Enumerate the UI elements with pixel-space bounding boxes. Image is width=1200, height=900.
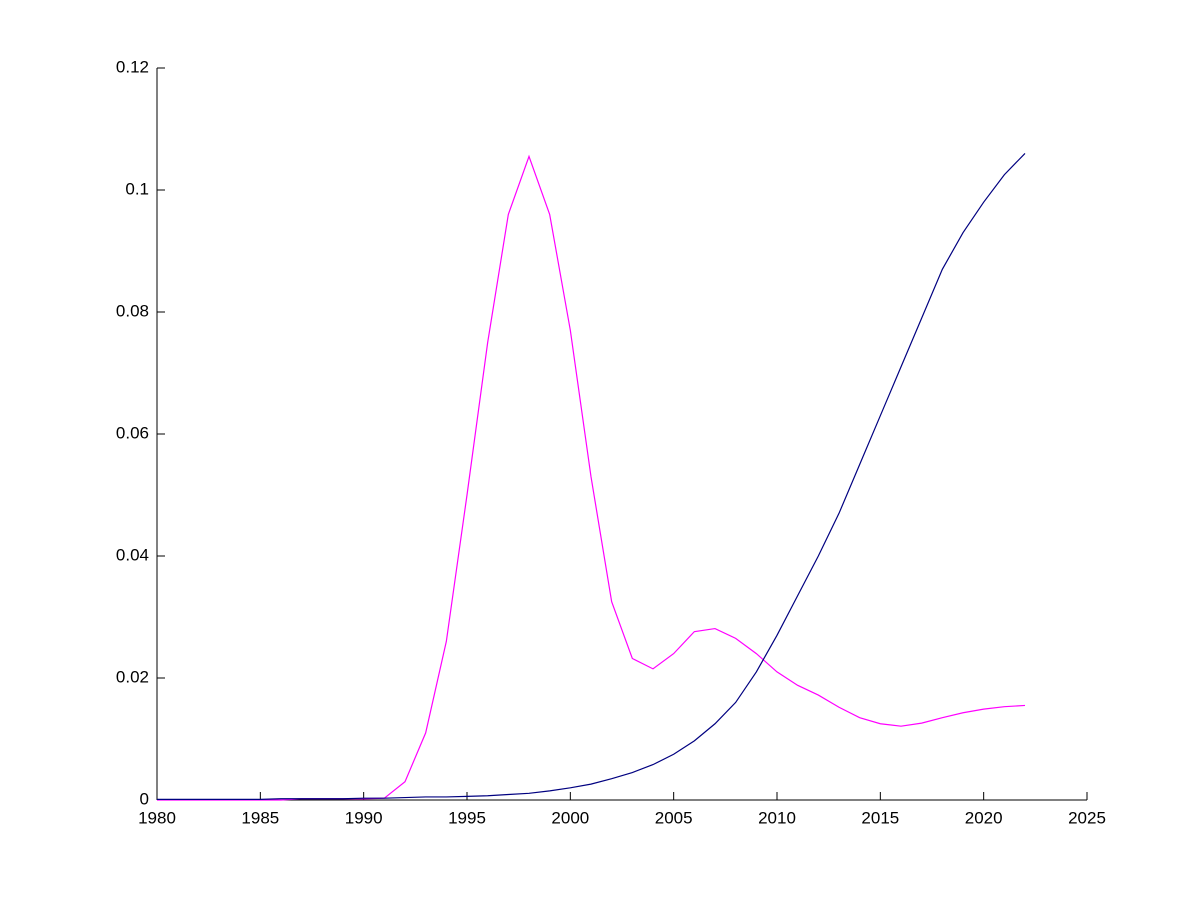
x-tick-label: 1980 bbox=[138, 808, 176, 827]
y-tick-label: 0.08 bbox=[116, 301, 149, 320]
x-tick-label: 1990 bbox=[345, 808, 383, 827]
data-line bbox=[157, 154, 1026, 801]
y-tick-label: 0.1 bbox=[125, 179, 149, 198]
x-tick-label: 1985 bbox=[241, 808, 279, 827]
x-tick-label: 1995 bbox=[448, 808, 486, 827]
x-tick-label: 2020 bbox=[965, 808, 1003, 827]
y-tick-label: 0.04 bbox=[116, 545, 149, 564]
x-tick-label: 2025 bbox=[1068, 808, 1106, 827]
x-tick-label: 2015 bbox=[861, 808, 899, 827]
x-tick-label: 2010 bbox=[758, 808, 796, 827]
y-tick-label: 0.12 bbox=[116, 57, 149, 76]
x-tick-label: 2005 bbox=[655, 808, 693, 827]
x-tick-label: 2000 bbox=[551, 808, 589, 827]
y-tick-label: 0 bbox=[140, 789, 149, 808]
data-line bbox=[157, 152, 1026, 800]
y-tick-label: 0.06 bbox=[116, 423, 149, 442]
y-tick-label: 0.02 bbox=[116, 667, 149, 686]
